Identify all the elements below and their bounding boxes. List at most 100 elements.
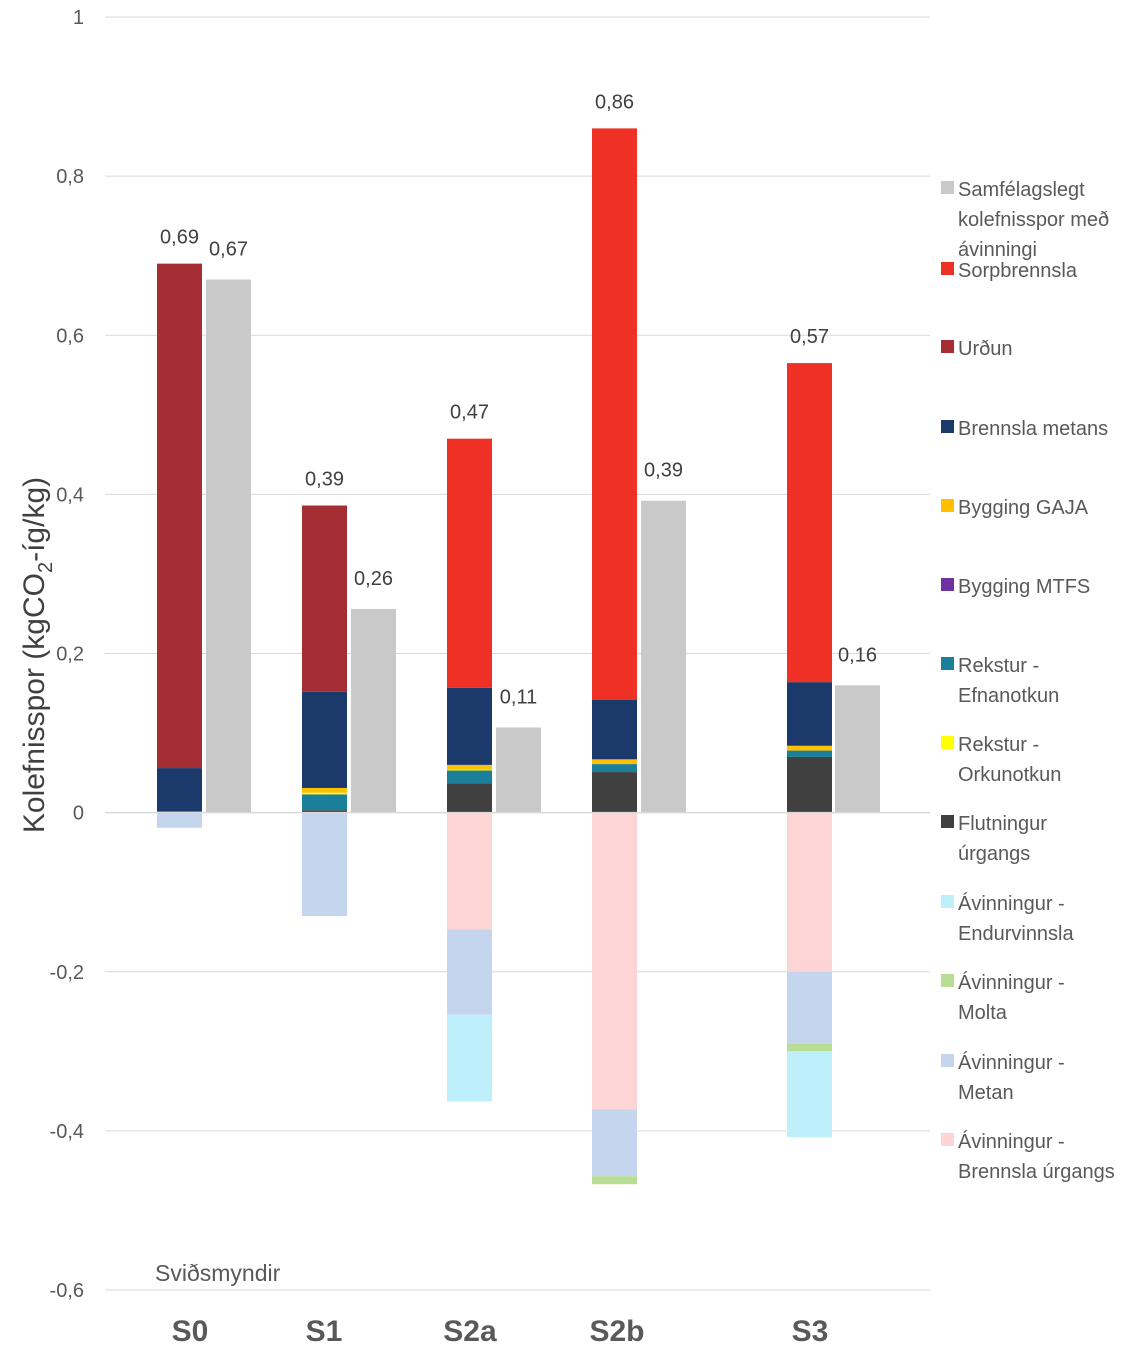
legend-swatch <box>941 1133 954 1146</box>
legend-label: ávinningi <box>958 239 1037 261</box>
bar-segment <box>157 811 202 813</box>
y-axis-title-rest: -íg/kg) <box>18 477 51 562</box>
legend-label: Metan <box>958 1082 1014 1104</box>
bar-segment <box>787 1051 832 1138</box>
bar-segment <box>787 812 832 972</box>
y-tick-label: -0,4 <box>50 1121 84 1143</box>
bar-segment <box>787 1043 832 1052</box>
legend-label: Orkunotkun <box>958 764 1061 786</box>
legend-swatch <box>941 181 954 194</box>
legend-label: Rekstur - <box>958 655 1039 677</box>
y-tick-label: 0,6 <box>56 325 84 347</box>
x-category-label: S1 <box>306 1315 343 1348</box>
legend: Samfélagslegt kolefnisspor með ávinningiSo… <box>941 179 1115 1183</box>
x-category-label: S2b <box>589 1315 644 1348</box>
legend-swatch <box>941 499 954 512</box>
legend-swatch <box>941 974 954 987</box>
net-bar <box>206 279 251 813</box>
legend-swatch <box>941 736 954 749</box>
legend-label: úrgangs <box>958 843 1030 865</box>
y-tick-label: 0,8 <box>56 166 84 188</box>
bar-segment <box>787 756 832 813</box>
bar-segment <box>787 750 832 757</box>
legend-label: Ávinningur - <box>958 1130 1065 1153</box>
bar-segment <box>592 699 637 760</box>
bar-segment <box>447 764 492 770</box>
x-axis-title: Sviðsmyndir <box>155 1260 281 1286</box>
y-axis-ticks: -0,6 -0,4 -0,2 0 0,2 0,4 0,6 0,8 1 <box>50 7 84 1302</box>
bar-segment <box>787 363 832 683</box>
bar-segment <box>447 769 492 771</box>
legend-label: Ávinningur - <box>958 892 1065 915</box>
bar-segment <box>447 438 492 688</box>
y-axis-title-subscript: 2 <box>35 562 57 573</box>
bar-segment <box>592 1176 637 1185</box>
legend-label: Sorpbrennsla <box>958 260 1078 282</box>
y-tick-label: 1 <box>73 7 84 29</box>
bar-segment <box>592 812 637 1110</box>
legend-swatch <box>941 262 954 275</box>
bar-segment <box>302 812 347 917</box>
y-axis-title-main: Kolefnisspor (kgCO <box>18 573 51 833</box>
bar-segment <box>447 812 492 930</box>
legend-label: Endurvinnsla <box>958 923 1075 945</box>
bar-segment <box>447 687 492 765</box>
legend-label: Urðun <box>958 338 1012 360</box>
bar-segment <box>787 745 832 751</box>
legend-label: Bygging GAJA <box>958 497 1089 519</box>
x-axis-categories: S0 S1 S2a S2b S3 <box>172 1315 829 1348</box>
stack-total-label: 0,86 <box>595 91 634 113</box>
net-value-label: 0,67 <box>209 239 248 261</box>
bar-segment <box>302 792 347 795</box>
x-category-label: S2a <box>443 1315 497 1348</box>
bar-segment <box>302 787 347 793</box>
net-value-label: 0,11 <box>500 686 537 708</box>
legend-label: kolefnisspor með <box>958 209 1109 231</box>
bar-segment <box>592 764 637 773</box>
stack-total-label: 0,39 <box>305 469 344 491</box>
legend-swatch <box>941 578 954 591</box>
legend-label: Efnanotkun <box>958 685 1059 707</box>
bar-segment <box>302 794 347 811</box>
stack-total-label: 0,47 <box>450 402 489 424</box>
bar-segment <box>787 971 832 1044</box>
data-labels: 0,69 0,67 0,39 0,26 0,47 0,11 0,86 0,39 0,57 0,16 <box>160 91 877 708</box>
legend-swatch <box>941 815 954 828</box>
bar-segment <box>447 783 492 813</box>
bar-segment <box>157 768 202 812</box>
bar-segment <box>592 772 637 813</box>
y-tick-label: 0,2 <box>56 644 84 666</box>
legend-label: Ávinningur - <box>958 971 1065 994</box>
legend-label: Molta <box>958 1002 1008 1024</box>
bar-segment <box>302 810 347 813</box>
net-bar <box>496 727 541 813</box>
legend-swatch <box>941 1054 954 1067</box>
bars <box>157 128 880 1185</box>
stack-total-label: 0,57 <box>790 326 829 348</box>
y-tick-label: 0,4 <box>56 484 84 506</box>
bar-segment <box>592 1109 637 1177</box>
legend-label: Rekstur - <box>958 734 1039 756</box>
net-value-label: 0,39 <box>644 460 683 482</box>
bar-segment <box>447 929 492 1015</box>
bar-segment <box>787 682 832 746</box>
legend-label: Bygging MTFS <box>958 576 1090 598</box>
bar-segment <box>157 812 202 828</box>
stack-total-label: 0,69 <box>160 227 199 249</box>
bar-segment <box>592 128 637 700</box>
legend-swatch <box>941 420 954 433</box>
bar-segment <box>302 505 347 692</box>
bar-segment <box>592 759 637 765</box>
legend-label: Brennsla metans <box>958 418 1108 440</box>
legend-label: Flutningur <box>958 813 1047 835</box>
legend-label: Samfélagslegt <box>958 179 1085 201</box>
x-category-label: S3 <box>792 1315 829 1348</box>
y-axis-title: Kolefnisspor (kgCO2-íg/kg) <box>18 477 57 833</box>
net-bar <box>835 685 880 813</box>
y-tick-label: -0,2 <box>50 962 84 984</box>
bar-segment <box>157 263 202 769</box>
net-bar <box>641 500 686 813</box>
y-tick-label: 0 <box>73 803 84 825</box>
legend-label: Brennsla úrgangs <box>958 1161 1115 1183</box>
